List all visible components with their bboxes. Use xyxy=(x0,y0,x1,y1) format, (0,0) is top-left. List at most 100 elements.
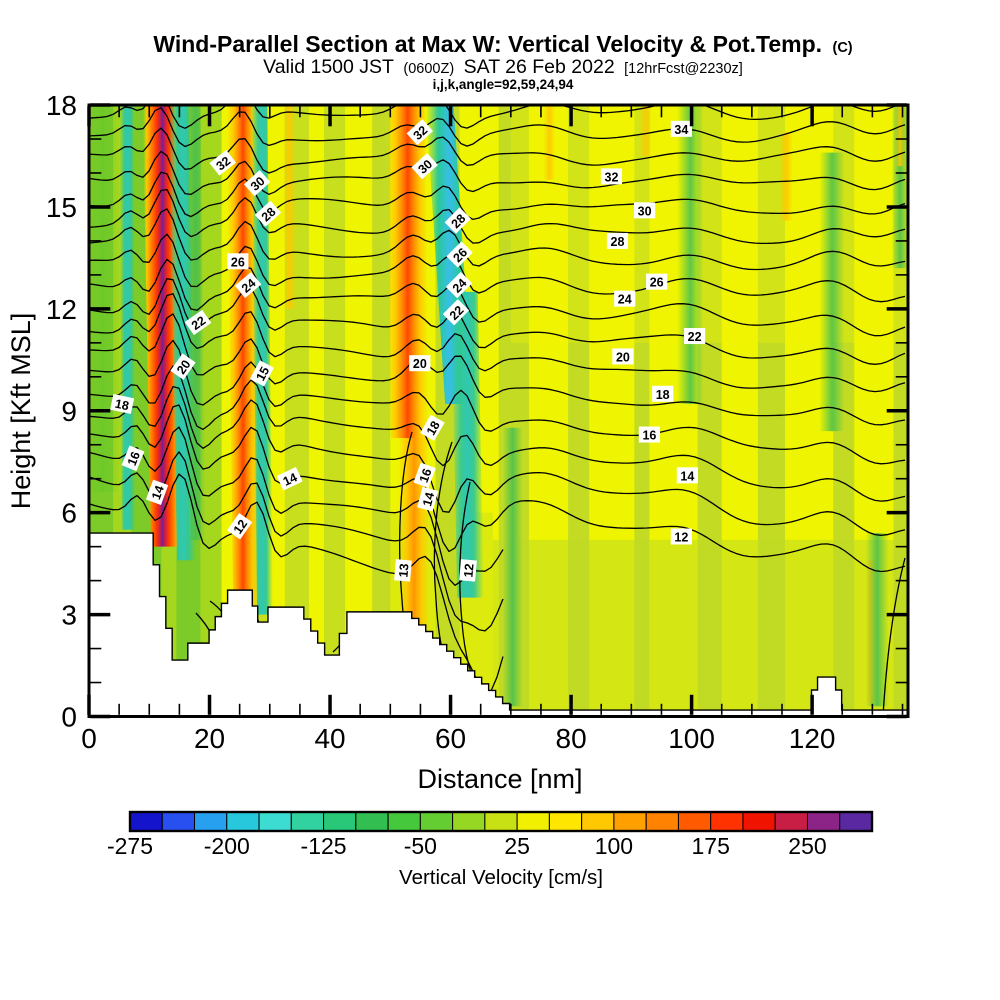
contour-label-text: 14 xyxy=(680,469,694,483)
contour-labels: 3230282624222018151614323028262422201816… xyxy=(110,119,706,582)
contour-label-text: 16 xyxy=(417,467,435,485)
contour-label: 14 xyxy=(145,479,169,505)
vv-band-orange-faint xyxy=(639,105,652,156)
y-axis-title: Height [Kft MSL] xyxy=(6,313,36,510)
contour-label-bg xyxy=(249,360,274,387)
contour-label-text: 15 xyxy=(253,364,272,383)
contour-label-text: 14 xyxy=(420,491,437,508)
colorbar-segment xyxy=(387,811,421,832)
contour-label-bg xyxy=(276,466,303,491)
colorbar-tick-label: 25 xyxy=(504,833,530,859)
contour-line xyxy=(89,313,906,426)
contour-label-bg xyxy=(442,299,470,326)
y-tick-labels: 0 3 6 9 12 15 18 xyxy=(46,90,77,732)
forecast-tag: [12hrFcst@2230z] xyxy=(624,61,743,77)
contour-label-text: 34 xyxy=(674,123,688,137)
contour-line xyxy=(89,293,906,393)
y-tick-label: 3 xyxy=(61,600,77,631)
contour-label-bg xyxy=(444,207,471,234)
contour-label-bg xyxy=(638,426,661,443)
y-tick-label: 0 xyxy=(61,702,77,733)
contour-label: 18 xyxy=(110,393,135,415)
contour-label: 32 xyxy=(406,119,434,146)
x-tick-label: 100 xyxy=(668,723,715,754)
contour-label-bg xyxy=(409,355,431,372)
contour-label-bg xyxy=(633,202,656,219)
contour-label: 12 xyxy=(670,528,692,545)
x-tick-label: 20 xyxy=(194,723,225,754)
colorbar-tick-label: -275 xyxy=(107,833,153,859)
contour-label-bg xyxy=(170,353,196,380)
contour-label-bg xyxy=(676,467,698,484)
contour-label-text: 18 xyxy=(114,397,131,414)
terrain-silhouette xyxy=(89,532,908,717)
contour-label-bg xyxy=(411,153,438,180)
contour-label-bg xyxy=(614,290,636,307)
colorbar-segment xyxy=(839,811,873,832)
y-tick-label: 6 xyxy=(61,498,77,529)
vv-band-orange-faint xyxy=(895,105,905,167)
contour-label-text: 14 xyxy=(149,484,167,502)
contour-label-bg xyxy=(670,120,692,137)
colorbar-segment xyxy=(323,811,357,832)
contour-label: 22 xyxy=(442,299,470,326)
bg-stripe xyxy=(308,105,325,717)
vv-band-updraft-strong xyxy=(387,105,429,438)
colorbar-segment xyxy=(226,811,260,832)
contour-label: 28 xyxy=(254,200,282,227)
contour-label-text: 20 xyxy=(616,350,630,364)
contour-label-bg xyxy=(670,528,692,545)
colorbar-segment xyxy=(645,811,679,832)
contour-line xyxy=(89,107,906,148)
contour-label-text: 12 xyxy=(461,563,476,578)
contour-label: 18 xyxy=(652,385,674,402)
contour-label: 30 xyxy=(633,202,656,219)
x-tick-label: 40 xyxy=(314,723,345,754)
colorbar-segment xyxy=(419,811,454,832)
contour-line xyxy=(89,258,906,337)
colorbar-segment xyxy=(290,811,325,832)
contour-label-bg xyxy=(413,462,436,489)
colorbar-segment xyxy=(806,811,841,832)
contour-line xyxy=(89,365,906,502)
y-tick-label: 9 xyxy=(61,396,77,427)
contour-label-bg xyxy=(145,479,169,505)
contour-label-bg xyxy=(243,170,271,197)
colorbar-segment xyxy=(129,811,163,832)
valid-time-line: Valid 1500 JST (0600Z) SAT 26 Feb 2022 [… xyxy=(263,56,743,78)
colorbar-tick-label: -200 xyxy=(204,833,250,859)
contour-label-bg xyxy=(121,445,145,472)
bg-stripe xyxy=(200,105,223,717)
contour-label: 26 xyxy=(227,253,249,270)
colorbar-segment xyxy=(484,811,518,832)
vv-band-green xyxy=(502,427,523,707)
contour-label-text: 26 xyxy=(231,255,245,269)
contour-label-text: 13 xyxy=(396,563,411,578)
contour-label-text: 32 xyxy=(605,170,619,184)
contour-label-text: 30 xyxy=(638,204,652,218)
contour-label-bg xyxy=(646,273,668,290)
contour-label-text: 20 xyxy=(174,357,193,376)
page-title: Wind-Parallel Section at Max W: Vertical… xyxy=(153,31,852,57)
valid-date: SAT 26 Feb 2022 xyxy=(464,56,615,78)
contour-label: 12 xyxy=(227,512,253,540)
title-units-suffix: (C) xyxy=(833,40,853,56)
contour-label-bg xyxy=(209,149,237,176)
colorbar-segment xyxy=(548,811,583,832)
bg-stripe xyxy=(324,105,346,717)
contour-label-text: 32 xyxy=(214,154,234,174)
colorbar-tick-label: 250 xyxy=(788,833,826,859)
contour-label-bg xyxy=(600,168,623,185)
terrain-profile xyxy=(89,532,908,717)
vv-band-orange-faint xyxy=(779,132,793,221)
contour-label-bg xyxy=(184,309,212,336)
contour-label-text: 16 xyxy=(642,429,656,443)
x-tick-labels: 0 20 40 60 80 100 120 xyxy=(81,723,835,754)
contour-label-bg xyxy=(417,486,439,512)
contour-line xyxy=(89,208,906,271)
valid-prefix: Valid 1500 JST xyxy=(263,56,394,78)
colorbar-segment xyxy=(613,811,647,832)
contour-label-bg xyxy=(420,414,445,441)
contour-label: 24 xyxy=(445,271,473,299)
contour-label: 15 xyxy=(249,360,274,387)
